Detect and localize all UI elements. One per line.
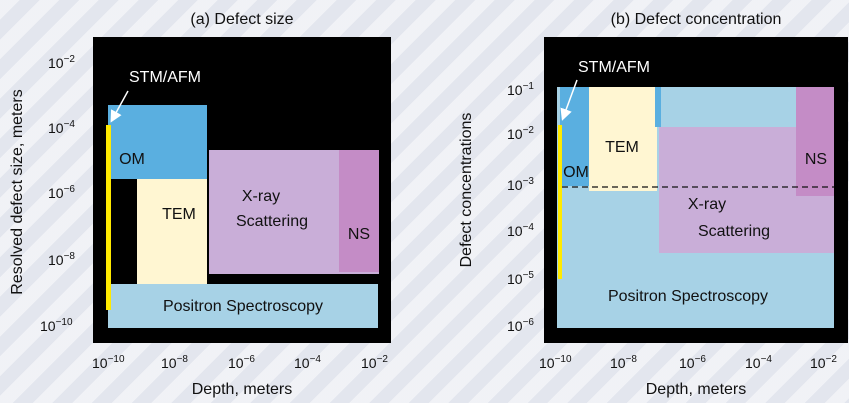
panel-b-x-axis-label: Depth, meters	[646, 381, 746, 398]
panel-b: (b) Defect concentration OM TEM X-ray Sc…	[458, 11, 848, 398]
panel-a-om-label: OM	[119, 151, 145, 168]
panel-b-ytick: 10−4	[507, 222, 534, 239]
panel-a-xtick: 10−8	[161, 354, 188, 371]
panel-a: (a) Defect size OM TEM X-ray Scattering …	[9, 11, 391, 398]
panel-a-ns-region	[339, 150, 379, 272]
panel-a-stm-afm-label: STM/AFM	[129, 69, 201, 86]
panel-a-xtick: 10−10	[92, 354, 125, 371]
panel-a-tem-region	[137, 179, 207, 284]
panel-a-ytick: 10−4	[48, 119, 75, 136]
panel-b-xtick: 10−2	[810, 354, 837, 371]
panel-b-x-ticks: 10−10 10−8 10−6 10−4 10−2	[539, 354, 837, 371]
panel-a-ytick: 10−2	[48, 54, 75, 71]
panel-a-stm-afm-bar	[106, 125, 111, 310]
panel-b-title: (b) Defect concentration	[611, 11, 782, 28]
panel-a-stm-afm-arrow	[110, 90, 129, 123]
panel-a-ytick: 10−8	[48, 251, 75, 268]
panel-b-ytick: 10−5	[507, 270, 534, 287]
panel-a-ytick: 10−6	[48, 184, 75, 201]
panel-b-stm-afm-label: STM/AFM	[578, 59, 650, 76]
panel-b-ns-label: NS	[805, 151, 827, 168]
panel-b-ytick: 10−6	[507, 317, 534, 334]
panel-a-x-ticks: 10−10 10−8 10−6 10−4 10−2	[92, 354, 388, 371]
panel-b-tem-label: TEM	[605, 139, 639, 156]
panel-b-stm-afm-bar	[558, 125, 562, 279]
panel-b-y-ticks: 10−1 10−2 10−3 10−4 10−5 10−6	[507, 81, 534, 334]
panel-b-ytick: 10−1	[507, 81, 534, 98]
panel-a-xtick: 10−2	[361, 354, 388, 371]
panel-b-ytick: 10−2	[507, 125, 534, 142]
panel-b-xtick: 10−10	[539, 354, 572, 371]
panel-a-xtick: 10−6	[228, 354, 255, 371]
panel-a-tem-label: TEM	[162, 206, 196, 223]
panel-a-title: (a) Defect size	[190, 11, 293, 28]
panel-a-om-region	[108, 105, 207, 179]
panel-a-y-axis-label: Resolved defect size, meters	[9, 89, 26, 294]
panel-b-xtick: 10−8	[610, 354, 637, 371]
panel-b-xray-label-2: Scattering	[698, 223, 770, 240]
panel-a-xtick: 10−4	[294, 354, 321, 371]
panel-a-xray-label-1: X-ray	[242, 188, 280, 205]
panel-b-ytick: 10−3	[507, 176, 534, 193]
panel-b-xray-label-1: X-ray	[688, 196, 726, 213]
panel-b-om-label: OM	[563, 164, 589, 181]
panel-b-y-axis-label: Defect concentrations	[458, 113, 475, 268]
panel-b-tem-region	[589, 87, 657, 191]
panel-b-xtick: 10−6	[679, 354, 706, 371]
panel-b-om-edge	[655, 87, 661, 127]
panel-b-xtick: 10−4	[745, 354, 772, 371]
panel-b-stm-afm-arrow	[560, 79, 578, 121]
panel-b-om-region	[560, 87, 590, 186]
panel-a-positron-label: Positron Spectroscopy	[163, 298, 323, 315]
panel-b-ns-region	[796, 87, 834, 196]
panel-a-ytick: 10−10	[40, 317, 73, 334]
panel-a-x-axis-label: Depth, meters	[192, 381, 292, 398]
panel-a-y-ticks: 10−2 10−4 10−6 10−8 10−10	[40, 54, 75, 334]
panel-a-positron-region	[108, 284, 378, 328]
panel-b-positron-label: Positron Spectroscopy	[608, 288, 768, 305]
panel-a-xray-label-2: Scattering	[236, 213, 308, 230]
panel-a-ns-label: NS	[348, 226, 370, 243]
